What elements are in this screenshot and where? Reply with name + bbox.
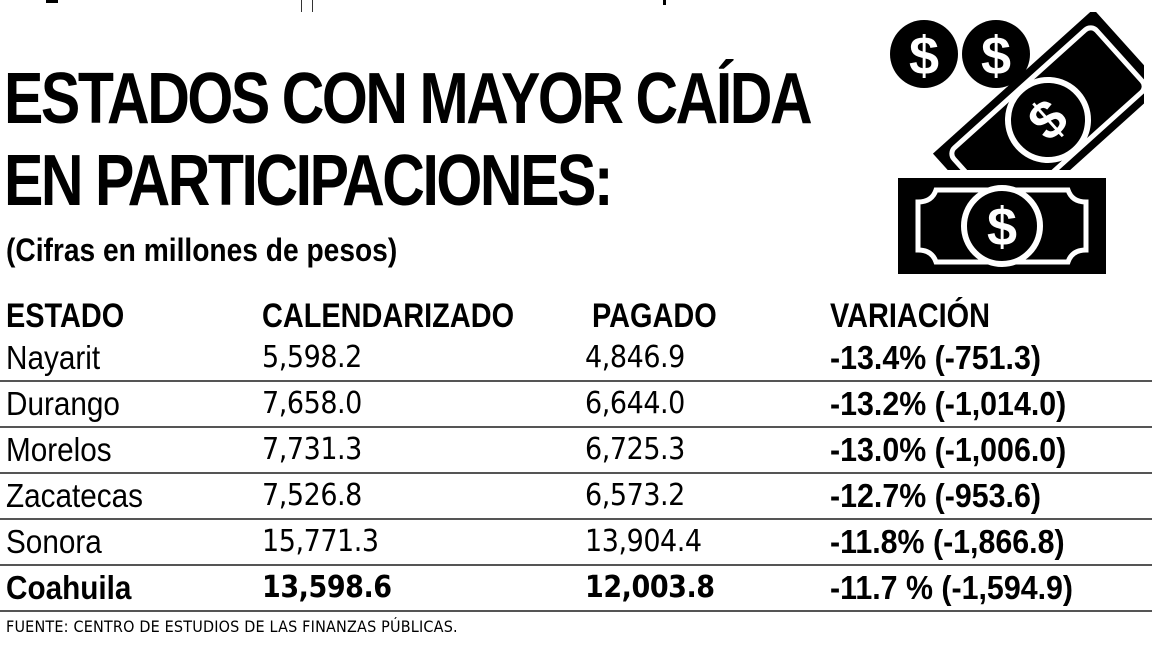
subtitle: (Cifras en millones de pesos) (6, 232, 398, 268)
source-note: FUENTE: CENTRO DE ESTUDIOS DE LAS FINANZ… (6, 617, 458, 636)
header-pagado: PAGADO (592, 297, 717, 335)
artifact-mark (312, 0, 313, 12)
participaciones-table: ESTADO CALENDARIZADO PAGADO VARIACIÓN Na… (0, 294, 1152, 612)
page-title: ESTADOS CON MAYOR CAÍDA EN PARTICIPACION… (4, 58, 813, 222)
variacion-cell: -13.2% (-1,014.0) (830, 385, 1067, 422)
pagado-cell: 4,846.9 (585, 340, 685, 375)
estado-cell: Nayarit (6, 339, 101, 376)
table-row: Nayarit 5,598.2 4,846.9 -13.4% (-751.3) (0, 336, 1152, 382)
bill-icon: $ (898, 178, 1106, 274)
calendarizado-cell: 7,658.0 (262, 386, 362, 421)
svg-text:$: $ (981, 26, 1011, 86)
estado-cell: Morelos (6, 431, 112, 468)
calendarizado-cell: 13,598.6 (262, 570, 392, 605)
title-line-1: ESTADOS CON MAYOR CAÍDA (4, 59, 813, 139)
money-bills-coins-icon: $ $ $ $ (888, 12, 1144, 274)
header-variacion: VARIACIÓN (830, 297, 991, 335)
variacion-cell: -12.7% (-953.6) (830, 477, 1041, 514)
artifact-mark (663, 0, 666, 5)
variacion-cell: -11.8% (-1,866.8) (830, 523, 1065, 560)
header-calendarizado: CALENDARIZADO (262, 297, 515, 335)
table-row: Sonora 15,771.3 13,904.4 -11.8% (-1,866.… (0, 520, 1152, 566)
variacion-cell: -13.4% (-751.3) (830, 339, 1041, 376)
pagado-cell: 6,725.3 (585, 432, 685, 467)
header-estado: ESTADO (6, 297, 125, 335)
pagado-cell: 6,573.2 (585, 478, 685, 513)
title-line-2: EN PARTICIPACIONES: (4, 141, 614, 221)
estado-cell: Durango (6, 385, 120, 422)
table-row-highlighted: Coahuila 13,598.6 12,003.8 -11.7 % (-1,5… (0, 566, 1152, 612)
calendarizado-cell: 15,771.3 (262, 524, 379, 559)
artifact-mark (46, 0, 58, 3)
coin-icon: $ (890, 20, 958, 88)
table-row: Durango 7,658.0 6,644.0 -13.2% (-1,014.0… (0, 382, 1152, 428)
table-row: Morelos 7,731.3 6,725.3 -13.0% (-1,006.0… (0, 428, 1152, 474)
coin-icon: $ (962, 20, 1030, 88)
calendarizado-cell: 5,598.2 (262, 340, 362, 375)
pagado-cell: 12,003.8 (585, 570, 715, 605)
cropped-header-artifacts (0, 0, 1152, 12)
variacion-cell: -11.7 % (-1,594.9) (830, 569, 1074, 606)
svg-text:$: $ (987, 197, 1017, 257)
table-row: Zacatecas 7,526.8 6,573.2 -12.7% (-953.6… (0, 474, 1152, 520)
svg-text:$: $ (909, 26, 939, 86)
pagado-cell: 6,644.0 (585, 386, 685, 421)
estado-cell: Zacatecas (6, 477, 144, 514)
artifact-mark (301, 0, 302, 12)
calendarizado-cell: 7,526.8 (262, 478, 362, 513)
estado-cell: Sonora (6, 523, 102, 560)
estado-cell: Coahuila (6, 569, 132, 606)
pagado-cell: 13,904.4 (585, 524, 702, 559)
variacion-cell: -13.0% (-1,006.0) (830, 431, 1067, 468)
calendarizado-cell: 7,731.3 (262, 432, 362, 467)
table-header-row: ESTADO CALENDARIZADO PAGADO VARIACIÓN (0, 294, 1152, 336)
